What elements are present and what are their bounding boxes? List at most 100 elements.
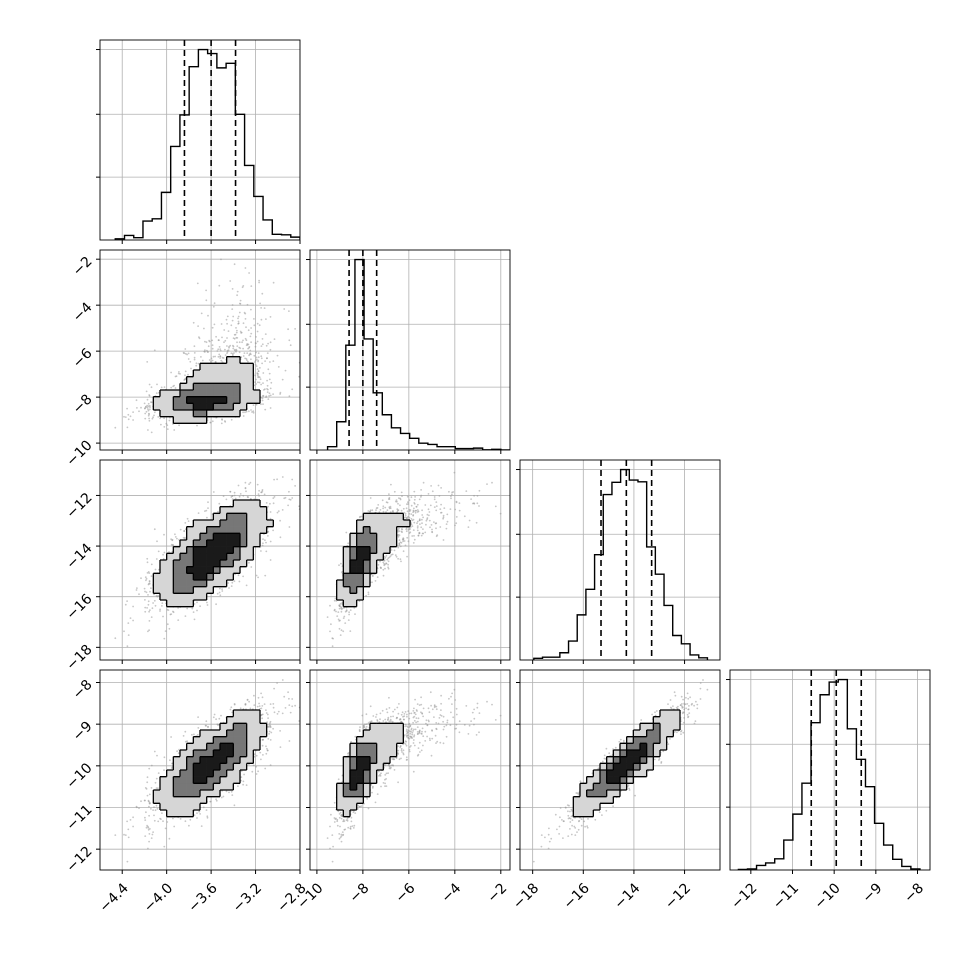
scatter-point bbox=[147, 429, 149, 431]
density-cell bbox=[673, 710, 681, 717]
scatter-point bbox=[267, 388, 269, 391]
scatter-point bbox=[683, 717, 685, 719]
scatter-point bbox=[594, 818, 597, 821]
density-cell bbox=[246, 546, 254, 554]
scatter-point bbox=[196, 609, 198, 612]
scatter-point bbox=[264, 360, 266, 362]
scatter-point bbox=[651, 713, 653, 716]
scatter-point bbox=[143, 587, 146, 590]
density-cell bbox=[213, 546, 221, 554]
scatter-point bbox=[440, 709, 442, 711]
scatter-point bbox=[344, 610, 347, 613]
scatter-point bbox=[239, 707, 242, 710]
scatter-point bbox=[244, 312, 247, 315]
density-cell bbox=[220, 783, 227, 791]
scatter-point bbox=[569, 828, 571, 830]
scatter-point bbox=[693, 704, 695, 707]
scatter-point bbox=[265, 318, 267, 320]
density-cell bbox=[580, 810, 587, 817]
scatter-point bbox=[281, 679, 284, 681]
scatter-point bbox=[338, 607, 341, 610]
scatter-point bbox=[407, 540, 410, 543]
scatter-point bbox=[127, 413, 130, 416]
scatter-point bbox=[231, 352, 234, 355]
density-cell bbox=[166, 410, 174, 417]
scatter-point bbox=[384, 782, 386, 785]
scatter-point bbox=[422, 481, 425, 484]
scatter-point bbox=[238, 311, 241, 314]
scatter-point bbox=[412, 721, 414, 724]
density-cell bbox=[620, 756, 627, 764]
density-cell bbox=[213, 370, 221, 377]
scatter-point bbox=[372, 785, 374, 788]
scatter-point bbox=[135, 399, 138, 402]
scatter-point bbox=[123, 630, 125, 633]
density-cell bbox=[363, 730, 371, 737]
scatter-point bbox=[233, 703, 236, 705]
scatter-point bbox=[234, 349, 237, 352]
density-cell bbox=[193, 396, 201, 404]
density-cell bbox=[343, 580, 351, 587]
scatter-point bbox=[408, 516, 411, 519]
density-cell bbox=[213, 403, 221, 411]
density-cell bbox=[180, 803, 187, 811]
scatter-point bbox=[281, 712, 284, 715]
density-cell bbox=[166, 553, 174, 561]
scatter-point bbox=[126, 820, 128, 823]
density-cell bbox=[253, 716, 261, 724]
scatter-point bbox=[276, 713, 279, 715]
scatter-point bbox=[242, 783, 245, 786]
scatter-point bbox=[337, 810, 340, 813]
density-cell bbox=[166, 600, 174, 607]
scatter-point bbox=[250, 341, 253, 344]
scatter-point bbox=[257, 493, 260, 495]
scatter-point bbox=[408, 750, 411, 753]
density-cell bbox=[153, 586, 161, 594]
scatter-point bbox=[407, 501, 409, 504]
scatter-point bbox=[148, 610, 150, 613]
density-cell bbox=[240, 560, 247, 567]
scatter-point bbox=[670, 707, 673, 710]
density-cell bbox=[180, 566, 187, 574]
scatter-point bbox=[387, 772, 389, 774]
ytick-label-3-1: −11 bbox=[63, 802, 95, 834]
scatter-point bbox=[408, 722, 411, 725]
scatter-point bbox=[401, 528, 404, 531]
density-cell bbox=[343, 783, 351, 791]
scatter-point bbox=[147, 402, 150, 405]
scatter-point bbox=[369, 497, 372, 499]
scatter-point bbox=[349, 609, 352, 611]
scatter-point bbox=[612, 805, 614, 808]
scatter-point bbox=[159, 610, 161, 612]
scatter-point bbox=[153, 819, 156, 822]
scatter-point bbox=[261, 397, 264, 400]
scatter-point bbox=[257, 370, 260, 372]
scatter-point bbox=[410, 504, 413, 507]
panel-2-1 bbox=[306, 459, 511, 664]
density-cell bbox=[586, 783, 594, 791]
density-cell bbox=[226, 770, 234, 777]
scatter-point bbox=[289, 344, 292, 347]
scatter-point bbox=[226, 349, 229, 352]
density-cell bbox=[613, 783, 621, 791]
scatter-point bbox=[439, 714, 442, 716]
density-cell bbox=[390, 736, 397, 744]
scatter-point bbox=[674, 730, 676, 733]
scatter-point bbox=[422, 528, 424, 530]
density-cell bbox=[206, 566, 214, 574]
scatter-point bbox=[261, 399, 264, 402]
scatter-point bbox=[154, 568, 157, 571]
scatter-point bbox=[416, 525, 419, 527]
density-cell bbox=[586, 776, 594, 784]
scatter-point bbox=[257, 356, 260, 359]
density-cell bbox=[246, 736, 254, 744]
density-cell bbox=[213, 743, 221, 751]
density-cell bbox=[246, 513, 254, 521]
scatter-point bbox=[699, 682, 702, 684]
scatter-point bbox=[154, 604, 157, 607]
density-cell bbox=[653, 730, 661, 737]
scatter-point bbox=[153, 750, 156, 753]
scatter-point bbox=[445, 527, 448, 530]
density-cell bbox=[193, 736, 201, 744]
scatter-point bbox=[353, 607, 356, 609]
